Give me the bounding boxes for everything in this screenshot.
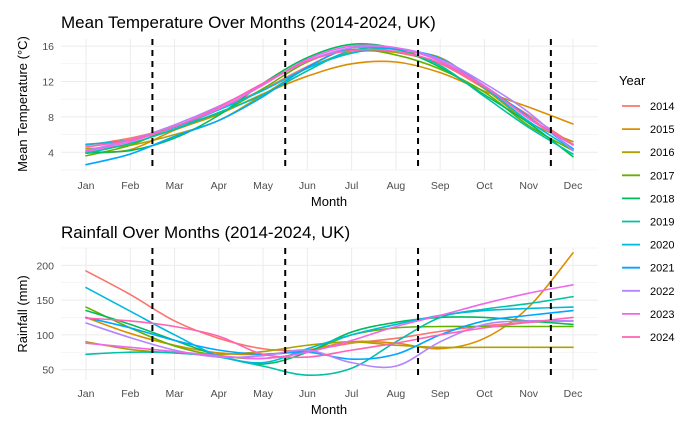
temperature-y-tick-label: 12 [42,76,54,88]
temperature-x-tick-label: Nov [519,180,538,192]
series-line-2023 [85,284,574,360]
legend-label: 2022 [650,286,674,298]
rainfall-y-axis-title: Rainfall (mm) [15,275,30,352]
temperature-panel: Mean Temperature Over Months (2014-2024,… [15,13,598,209]
temperature-x-tick-label: May [253,180,274,192]
series-line-2017 [85,306,574,360]
legend-label: 2024 [650,332,674,344]
legend-item-2019: 2019 [622,217,674,229]
temperature-x-tick-label: Jan [78,180,95,192]
legend-item-2020: 2020 [622,240,674,252]
temperature-y-tick-label: 8 [48,112,54,124]
legend-label: 2023 [650,309,674,321]
series-line-2024 [85,316,574,359]
legend-label: 2019 [650,217,674,229]
legend-item-2023: 2023 [622,309,674,321]
rainfall-x-ticks: Jan Feb Mar Apr May Jun Jul Aug Sep Oct Nov Dec [78,388,583,400]
legend-item-2022: 2022 [622,286,674,298]
series-line-2024 [85,48,574,148]
temperature-y-tick-label: 16 [42,41,54,53]
series-line-2022 [85,45,574,152]
rainfall-x-tick-label: Aug [387,388,406,400]
rainfall-x-tick-label: Jun [299,388,316,400]
series-line-2022 [85,319,574,369]
rainfall-x-tick-label: Feb [121,388,139,400]
legend-item-2024: 2024 [622,332,674,344]
legend-label: 2015 [650,124,674,136]
legend-item-2021: 2021 [622,263,674,275]
temperature-x-tick-label: Feb [121,180,139,192]
series-line-2020 [85,286,574,364]
rainfall-y-tick-label: 100 [36,330,54,342]
rainfall-x-tick-label: Jul [345,388,358,400]
rainfall-x-tick-label: Nov [519,388,538,400]
rainfall-x-tick-label: Sep [431,388,450,400]
temperature-x-axis-title: Month [311,194,347,209]
rainfall-x-axis-title: Month [311,402,347,417]
legend-title: Year [619,73,646,88]
legend: Year 2014 2015 2016 2017 2018 2019 2020 2021 202… [619,73,674,344]
temperature-x-tick-label: Dec [564,180,583,192]
rainfall-panel: Rainfall Over Months (2014-2024, UK) 50 1… [15,223,598,417]
rainfall-season-dividers [151,248,552,380]
legend-label: 2014 [650,101,674,113]
rainfall-plot-area [61,248,598,380]
rainfall-x-tick-label: Dec [564,388,583,400]
rainfall-chart-title: Rainfall Over Months (2014-2024, UK) [61,223,350,242]
rainfall-x-tick-label: Apr [211,388,228,400]
rainfall-y-tick-label: 50 [42,365,54,377]
temperature-x-tick-label: Apr [211,180,228,192]
legend-label: 2018 [650,193,674,205]
temperature-x-tick-label: Sep [431,180,450,192]
legend-items: 2014 2015 2016 2017 2018 2019 2020 2021 2022 2023… [622,101,674,344]
rainfall-x-tick-label: Oct [476,388,492,400]
temperature-series-lines [85,43,574,166]
temperature-x-tick-label: Mar [165,180,184,192]
temperature-x-tick-label: Aug [387,180,406,192]
rainfall-x-tick-label: Jan [78,388,95,400]
series-line-2015 [85,60,574,154]
series-line-2018 [85,43,574,158]
rainfall-x-tick-label: May [253,388,274,400]
rainfall-y-tick-label: 150 [36,295,54,307]
legend-label: 2021 [650,263,674,275]
temperature-y-axis-title: Mean Temperature (°C) [15,36,30,172]
temperature-x-ticks: Jan Feb Mar Apr May Jun Jul Aug Sep Oct Nov Dec [78,180,583,192]
rainfall-x-tick-label: Mar [165,388,184,400]
temperature-y-ticks: 4 8 12 16 [42,41,54,159]
temperature-x-tick-label: Oct [476,180,492,192]
rainfall-y-tick-label: 200 [36,260,54,272]
legend-item-2014: 2014 [622,101,674,113]
legend-label: 2016 [650,147,674,159]
temperature-y-tick-label: 4 [48,147,54,159]
rainfall-y-ticks: 50 100 150 200 [36,260,54,376]
temperature-chart-title: Mean Temperature Over Months (2014-2024,… [61,13,436,32]
legend-item-2017: 2017 [622,170,674,182]
legend-label: 2020 [650,240,674,252]
legend-label: 2017 [650,170,674,182]
legend-item-2015: 2015 [622,124,674,136]
legend-item-2016: 2016 [622,147,674,159]
rainfall-series-lines [85,252,574,376]
temperature-x-tick-label: Jun [299,180,316,192]
temperature-x-tick-label: Jul [345,180,358,192]
legend-item-2018: 2018 [622,193,674,205]
series-line-2019 [85,295,574,376]
